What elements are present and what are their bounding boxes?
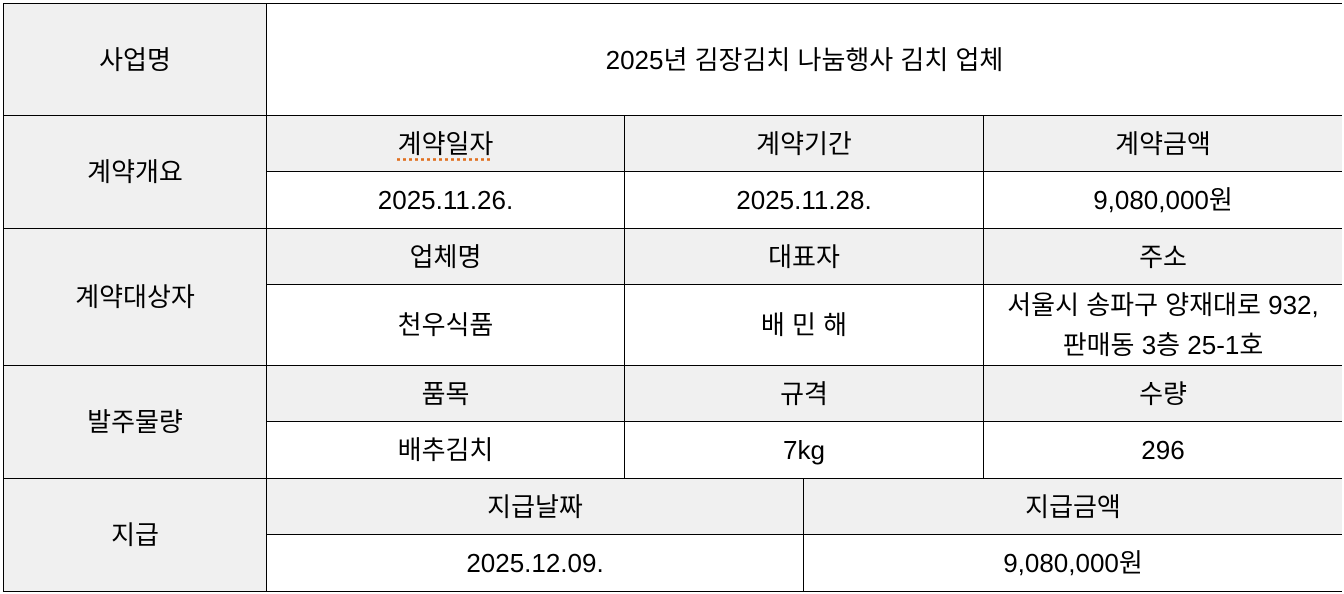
contract-amount: 9,080,000원 [984, 172, 1342, 228]
address: 서울시 송파구 양재대로 932, 판매동 3층 25-1호 [984, 285, 1342, 365]
payment-date: 2025.12.09. [267, 535, 803, 591]
payment-date-header: 지급날짜 [267, 479, 803, 534]
company-header: 업체명 [267, 229, 624, 284]
representative-header: 대표자 [625, 229, 983, 284]
company-name: 천우식품 [267, 285, 624, 365]
address-header: 주소 [984, 229, 1342, 284]
contract-period: 2025.11.28. [625, 172, 983, 228]
contract-date-header-text: 계약일자 [397, 128, 494, 159]
spec-header: 규격 [625, 366, 983, 421]
contract-table: 사업명 2025년 김장김치 나눔행사 김치 업체 계약개요 계약일자 계약기간… [3, 3, 1342, 592]
item-header: 품목 [267, 366, 624, 421]
quantity-header: 수량 [984, 366, 1342, 421]
contract-date-header: 계약일자 [267, 116, 624, 171]
payment-amount-header: 지급금액 [804, 479, 1342, 534]
project-value: 2025년 김장김치 나눔행사 김치 업체 [267, 4, 1342, 115]
payment-label: 지급 [4, 479, 266, 591]
order-label: 발주물량 [4, 366, 266, 478]
contract-period-header: 계약기간 [625, 116, 983, 171]
quantity-value: 296 [984, 422, 1342, 478]
project-label: 사업명 [4, 4, 266, 115]
party-label: 계약대상자 [4, 229, 266, 365]
spec-value: 7kg [625, 422, 983, 478]
contract-amount-header: 계약금액 [984, 116, 1342, 171]
payment-amount: 9,080,000원 [804, 535, 1342, 591]
representative-name: 배 민 해 [625, 285, 983, 365]
item-value: 배추김치 [267, 422, 624, 478]
contract-date: 2025.11.26. [267, 172, 624, 228]
contract-label: 계약개요 [4, 116, 266, 228]
